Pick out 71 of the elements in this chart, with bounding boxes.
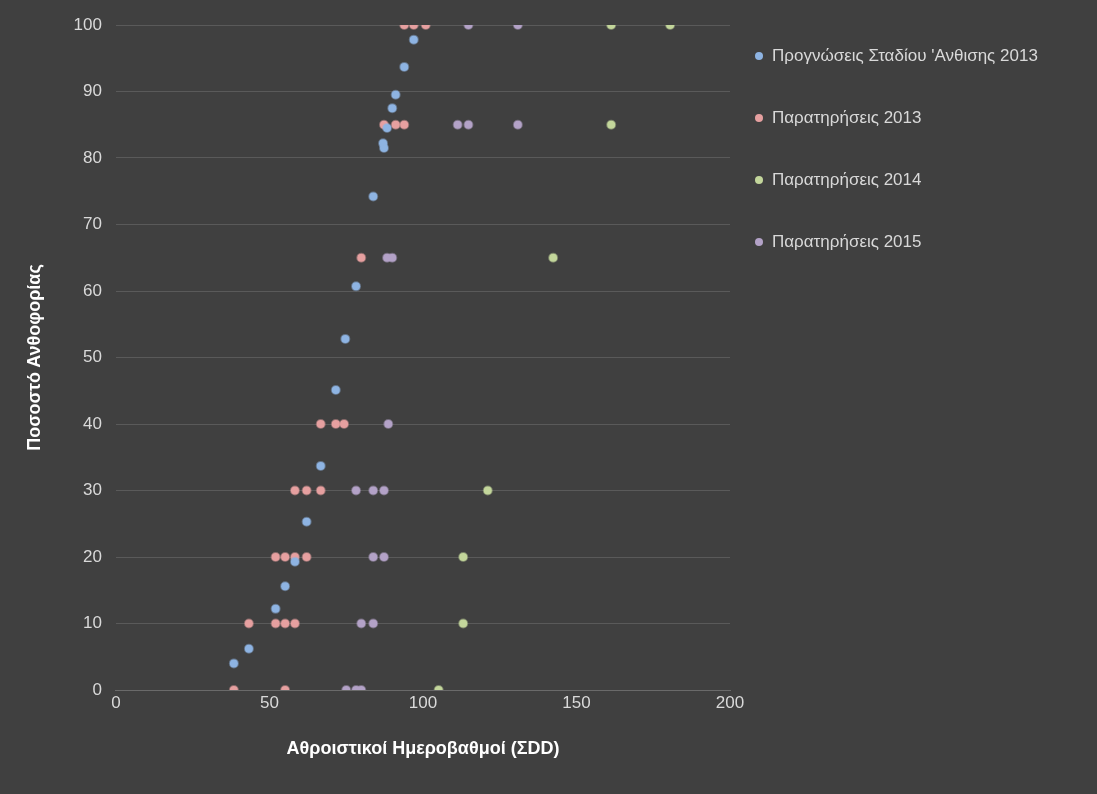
point (482, 485, 493, 496)
y-tick-label: 60 (83, 280, 102, 300)
point (270, 552, 281, 562)
point (368, 485, 379, 496)
point (390, 119, 401, 130)
y-tick-label: 100 (73, 14, 102, 34)
point (340, 333, 351, 344)
point (315, 460, 326, 471)
y-tick-label: 20 (83, 546, 102, 566)
point (382, 123, 393, 134)
point (280, 618, 291, 629)
point (368, 618, 379, 629)
point (330, 385, 341, 396)
y-tick-label: 40 (83, 413, 102, 433)
point (243, 643, 254, 654)
point (387, 103, 398, 114)
point (378, 552, 389, 562)
point (280, 552, 291, 562)
legend-label: Προγνώσεις Σταδίου 'Ανθισης 2013 (772, 45, 1038, 67)
point (301, 516, 312, 527)
point (383, 419, 394, 429)
legend-label: Παρατηρήσεις 2013 (772, 107, 922, 129)
x-tick-label: 100 (408, 692, 438, 712)
point (368, 552, 379, 562)
point (390, 89, 401, 100)
point (356, 252, 367, 263)
point (356, 618, 367, 629)
point (301, 485, 312, 496)
y-tick-label: 70 (83, 214, 102, 234)
y-tick-label: 10 (83, 613, 102, 633)
x-tick-label: 150 (562, 692, 591, 712)
point (512, 119, 523, 130)
point (339, 419, 350, 429)
x-tick-label: 200 (715, 692, 745, 712)
point (399, 119, 410, 130)
point (399, 61, 410, 72)
point (463, 119, 474, 130)
point (270, 618, 281, 629)
point (351, 485, 362, 496)
point (606, 119, 617, 130)
point (378, 143, 389, 154)
y-tick-label: 30 (83, 480, 102, 500)
point (368, 191, 379, 202)
point (458, 552, 469, 562)
point (243, 618, 254, 629)
point (458, 618, 469, 629)
x-tick-label: 50 (260, 692, 279, 712)
legend-label: Παρατηρήσεις 2014 (772, 169, 922, 191)
point (228, 658, 239, 669)
legend-label: Παρατηρήσεις 2015 (772, 231, 922, 253)
point (289, 485, 300, 496)
point (548, 252, 559, 263)
x-axis-title: Αθροιστικοί Ημεροβαθμοί (ΣDD) (286, 738, 560, 759)
y-tick-label: 80 (83, 147, 102, 167)
y-tick-label: 90 (83, 81, 102, 101)
point (289, 556, 300, 567)
y-tick-label: 50 (83, 347, 102, 367)
y-axis-title: Ποσοστό Ανθοφορίας (23, 264, 44, 451)
point (315, 485, 326, 496)
point (315, 419, 326, 429)
x-tick-label: 0 (111, 692, 121, 712)
point (452, 119, 463, 130)
point (301, 552, 312, 562)
point (289, 618, 300, 629)
point (351, 281, 362, 292)
point (378, 485, 389, 496)
y-tick-label: 0 (92, 679, 102, 699)
point (330, 419, 341, 429)
point (270, 603, 281, 614)
point (408, 34, 419, 45)
point (280, 581, 291, 592)
